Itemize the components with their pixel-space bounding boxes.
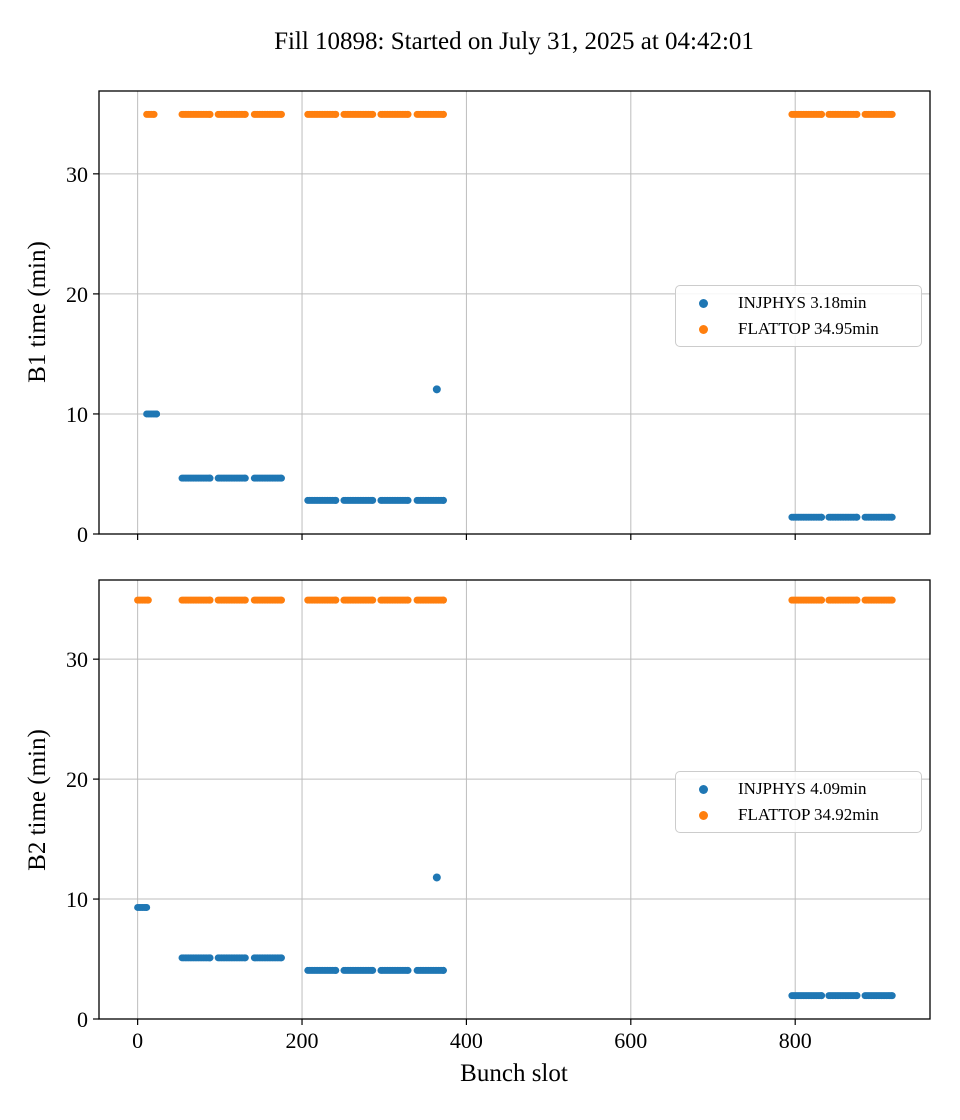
b1-y-axis-label: B1 time (min) <box>24 241 51 383</box>
b2-legend-entry-flattop: FLATTOP 34.92min <box>699 805 921 825</box>
b1-series-flattop <box>143 110 896 118</box>
b1-ticks <box>93 173 796 540</box>
b1-legend-entry-injphys: INJPHYS 3.18min <box>699 293 921 313</box>
svg-text:600: 600 <box>614 1028 647 1053</box>
svg-text:200: 200 <box>286 1028 319 1053</box>
svg-text:20: 20 <box>66 282 88 307</box>
b2-series-injphys <box>134 873 896 1000</box>
b1-injphys-legend-label: INJPHYS 3.18min <box>738 293 867 312</box>
b2-legend-entry-injphys: INJPHYS 4.09min <box>699 779 921 799</box>
injphys-marker-icon <box>699 784 708 794</box>
b1-axes-frame <box>98 90 931 535</box>
b2-legend: INJPHYS 4.09min FLATTOP 34.92min <box>675 771 922 833</box>
b2-ticks <box>93 658 796 1025</box>
svg-text:0: 0 <box>77 522 88 547</box>
flattop-marker-icon <box>699 810 708 820</box>
svg-text:10: 10 <box>66 887 88 912</box>
svg-text:0: 0 <box>132 1028 143 1053</box>
x-axis-label: Bunch slot <box>460 1060 568 1087</box>
b2-tick-labels: 0 10 20 30 0 200 400 600 800 <box>66 647 812 1053</box>
injphys-marker-icon <box>699 298 708 308</box>
svg-text:10: 10 <box>66 402 88 427</box>
b2-flattop-legend-label: FLATTOP 34.92min <box>738 805 879 824</box>
b1-flattop-legend-label: FLATTOP 34.95min <box>738 319 879 338</box>
svg-text:0: 0 <box>77 1007 88 1032</box>
figure-title: Fill 10898: Started on July 31, 2025 at … <box>274 28 754 55</box>
b1-series-injphys <box>143 385 896 521</box>
b1-legend: INJPHYS 3.18min FLATTOP 34.95min <box>675 285 922 347</box>
svg-text:30: 30 <box>66 647 88 672</box>
b2-axes-frame <box>98 579 931 1020</box>
svg-text:30: 30 <box>66 162 88 187</box>
svg-text:400: 400 <box>450 1028 483 1053</box>
svg-text:800: 800 <box>779 1028 812 1053</box>
b2-series-flattop <box>134 596 896 604</box>
b1-legend-entry-flattop: FLATTOP 34.95min <box>699 319 921 339</box>
b1-tick-labels: 0 10 20 30 <box>66 162 88 547</box>
b2-injphys-legend-label: INJPHYS 4.09min <box>738 779 867 798</box>
b2-y-axis-label: B2 time (min) <box>24 729 51 871</box>
flattop-marker-icon <box>699 324 708 334</box>
svg-text:20: 20 <box>66 767 88 792</box>
